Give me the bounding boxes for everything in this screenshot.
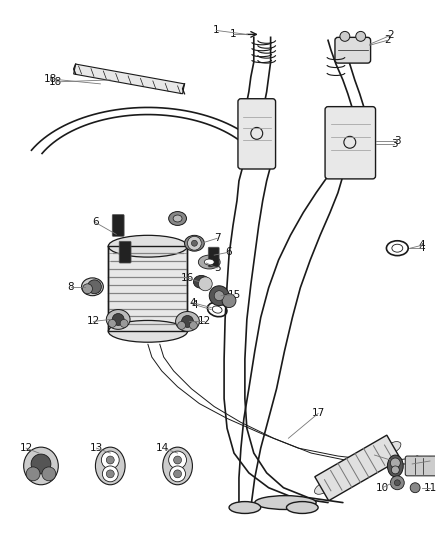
Ellipse shape	[108, 320, 187, 342]
Circle shape	[169, 451, 187, 469]
Ellipse shape	[388, 455, 403, 477]
Polygon shape	[108, 246, 187, 332]
Text: 1: 1	[213, 26, 219, 35]
Circle shape	[31, 454, 51, 474]
Text: 4: 4	[191, 300, 198, 310]
Circle shape	[392, 466, 399, 474]
Ellipse shape	[194, 276, 209, 288]
Ellipse shape	[383, 441, 401, 455]
Ellipse shape	[348, 457, 368, 479]
Ellipse shape	[198, 255, 220, 269]
Ellipse shape	[184, 236, 204, 251]
Ellipse shape	[204, 259, 214, 265]
Circle shape	[112, 313, 124, 325]
FancyBboxPatch shape	[119, 241, 131, 263]
Circle shape	[191, 240, 198, 246]
Ellipse shape	[81, 278, 103, 296]
Ellipse shape	[24, 447, 58, 484]
Circle shape	[42, 467, 56, 481]
Ellipse shape	[286, 502, 318, 513]
Circle shape	[214, 290, 224, 301]
Ellipse shape	[106, 310, 130, 329]
Text: 13: 13	[90, 443, 103, 453]
Circle shape	[82, 284, 92, 294]
Circle shape	[102, 466, 118, 482]
Ellipse shape	[176, 311, 199, 332]
Circle shape	[340, 31, 350, 42]
Text: 1: 1	[230, 29, 237, 39]
Ellipse shape	[314, 481, 332, 494]
Circle shape	[106, 456, 114, 464]
Text: 4: 4	[419, 243, 425, 253]
FancyBboxPatch shape	[405, 456, 438, 476]
Text: 16: 16	[181, 273, 194, 283]
Text: 6: 6	[226, 247, 233, 257]
Text: 4: 4	[189, 297, 196, 308]
Polygon shape	[74, 64, 184, 94]
Text: 9: 9	[427, 456, 433, 466]
Circle shape	[106, 470, 114, 478]
Text: 3: 3	[391, 139, 398, 149]
Ellipse shape	[357, 454, 376, 473]
Circle shape	[394, 480, 400, 486]
Circle shape	[101, 451, 119, 469]
FancyBboxPatch shape	[112, 215, 124, 236]
Text: 14: 14	[156, 443, 170, 453]
Text: 12: 12	[198, 317, 211, 326]
FancyBboxPatch shape	[335, 37, 371, 63]
FancyBboxPatch shape	[238, 99, 276, 169]
Ellipse shape	[365, 449, 384, 466]
Circle shape	[26, 467, 40, 481]
Circle shape	[108, 319, 116, 327]
Ellipse shape	[331, 470, 350, 486]
Text: 6: 6	[92, 217, 99, 228]
Circle shape	[88, 280, 101, 294]
Circle shape	[181, 316, 194, 327]
Text: 8: 8	[67, 282, 74, 292]
Circle shape	[390, 458, 400, 468]
Circle shape	[222, 294, 236, 308]
Text: 18: 18	[44, 74, 57, 84]
Text: 4: 4	[419, 240, 425, 250]
Text: 12: 12	[87, 317, 100, 326]
Circle shape	[390, 476, 404, 490]
Circle shape	[410, 483, 420, 492]
Ellipse shape	[339, 463, 359, 482]
Text: 15: 15	[227, 290, 240, 300]
Circle shape	[177, 321, 186, 329]
Circle shape	[173, 456, 181, 464]
Ellipse shape	[374, 446, 392, 461]
Circle shape	[198, 277, 212, 290]
Ellipse shape	[323, 475, 341, 490]
Circle shape	[173, 470, 181, 478]
Ellipse shape	[173, 215, 182, 222]
Ellipse shape	[95, 447, 125, 484]
Circle shape	[356, 31, 366, 42]
Circle shape	[170, 466, 186, 482]
Text: 7: 7	[214, 233, 220, 243]
Text: 2: 2	[387, 30, 394, 41]
Polygon shape	[315, 435, 401, 500]
Text: 12: 12	[20, 443, 33, 453]
Text: 17: 17	[311, 408, 325, 418]
Ellipse shape	[229, 502, 261, 513]
Circle shape	[190, 321, 198, 329]
Text: 5: 5	[214, 263, 220, 273]
Circle shape	[187, 236, 201, 250]
Circle shape	[209, 286, 229, 305]
Text: 13: 13	[368, 450, 381, 460]
Text: 18: 18	[49, 77, 63, 87]
Ellipse shape	[169, 212, 187, 225]
Text: 3: 3	[394, 136, 401, 146]
FancyBboxPatch shape	[208, 247, 219, 267]
Text: 11: 11	[424, 483, 437, 492]
Ellipse shape	[108, 236, 187, 257]
Ellipse shape	[163, 447, 192, 484]
Circle shape	[120, 319, 128, 327]
Text: 2: 2	[384, 35, 391, 45]
Text: 10: 10	[376, 483, 389, 492]
Ellipse shape	[255, 496, 316, 510]
FancyBboxPatch shape	[325, 107, 375, 179]
